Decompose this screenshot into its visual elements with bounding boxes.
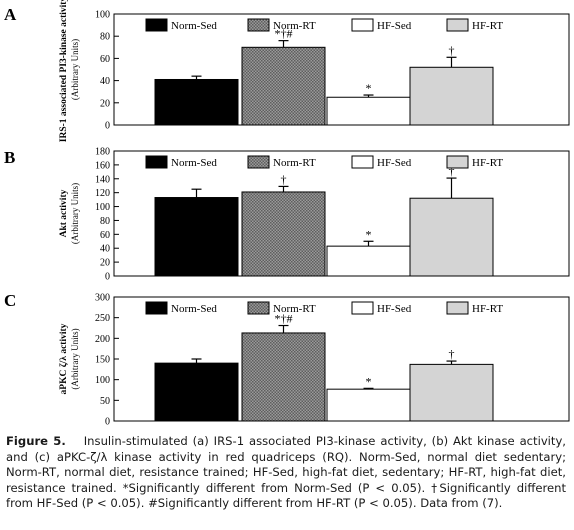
legend-swatch-hf-rt: [446, 18, 469, 32]
bar-norm-rt: [241, 191, 326, 277]
legend-label-norm-rt: Norm-RT: [273, 303, 316, 315]
bar-norm-sed: [154, 362, 239, 422]
y-tick-label: 60: [100, 230, 110, 241]
legend-label-norm-rt: Norm-RT: [273, 157, 316, 169]
bar-hf-rt: [409, 363, 494, 422]
legend-label-hf-rt: HF-RT: [472, 157, 503, 169]
legend-label-hf-rt: HF-RT: [472, 20, 503, 32]
significance-marker-hf-rt: †: [449, 164, 455, 178]
panel-letter: C: [4, 291, 16, 310]
legend-label-norm-sed: Norm-Sed: [171, 20, 217, 32]
y-tick-label: 120: [95, 188, 110, 199]
bar-hf-sed: [326, 245, 411, 277]
significance-marker-hf-sed: *: [366, 81, 372, 95]
y-tick-label: 160: [95, 160, 110, 171]
y-tick-label: 40: [100, 76, 110, 87]
legend-label-hf-sed: HF-Sed: [377, 157, 412, 169]
panel-c: C 0 50 100 150 200 250 300 aPKC ζ/λ activity (Arb…: [4, 291, 570, 428]
bar-norm-rt: [241, 46, 326, 126]
y-tick-label: 80: [100, 216, 110, 227]
y-axis-label: (Arbitrary Units): [70, 183, 80, 244]
legend-swatch-norm-sed: [145, 301, 168, 315]
y-tick-label: 150: [95, 355, 110, 366]
bar-norm-sed: [154, 197, 239, 277]
caption-text: Insulin-stimulated (a) IRS-1 associated …: [6, 434, 566, 510]
y-axis-label: (Arbitrary Units): [70, 39, 80, 100]
legend-swatch-hf-rt: [446, 301, 469, 315]
legend-label-norm-sed: Norm-Sed: [171, 303, 217, 315]
figure-canvas: A 0 20 40 60 80 100 IRS-1 associated PI3-kinase…: [4, 0, 570, 428]
legend-label-norm-sed: Norm-Sed: [171, 157, 217, 169]
legend-label-hf-sed: HF-Sed: [377, 303, 412, 315]
significance-marker-norm-rt: †: [281, 172, 287, 186]
bar-norm-sed: [154, 78, 239, 126]
legend-label-hf-sed: HF-Sed: [377, 20, 412, 32]
bar-hf-rt: [409, 197, 494, 277]
panel-a: A 0 20 40 60 80 100 IRS-1 associated PI3-kinase…: [4, 0, 570, 142]
y-tick-label: 250: [95, 313, 110, 324]
y-tick-label: 0: [105, 121, 110, 132]
y-tick-label: 50: [100, 396, 110, 407]
figure-caption: Figure 5. Insulin-stimulated (a) IRS-1 as…: [6, 434, 566, 512]
legend-swatch-norm-sed: [145, 155, 168, 169]
y-tick-label: 140: [95, 174, 110, 185]
y-tick-label: 100: [95, 375, 110, 386]
panel-b: B 0 20 40 60 80 100 120 140 160 180 Akt activity (Ar…: [4, 147, 570, 283]
bar-hf-sed: [326, 388, 411, 422]
legend-swatch-hf-rt: [446, 155, 469, 169]
legend-swatch-norm-sed: [145, 18, 168, 32]
y-tick-label: 180: [95, 147, 110, 158]
y-tick-label: 0: [105, 272, 110, 283]
significance-marker-hf-rt: †: [449, 347, 455, 361]
significance-marker-norm-rt: *†#: [275, 312, 293, 326]
legend-swatch-norm-rt: [247, 155, 270, 169]
y-tick-label: 20: [100, 98, 110, 109]
y-tick-label: 80: [100, 32, 110, 43]
y-tick-label: 300: [95, 293, 110, 304]
legend-swatch-hf-sed: [351, 155, 374, 169]
significance-marker-norm-rt: *†#: [275, 27, 293, 41]
legend-label-hf-rt: HF-RT: [472, 303, 503, 315]
caption-label: Figure 5.: [6, 434, 66, 448]
y-tick-label: 100: [95, 10, 110, 21]
y-axis-label: Akt activity: [59, 189, 69, 237]
y-axis-label: (Arbitrary Units): [70, 328, 80, 389]
panel-letter: B: [4, 148, 15, 167]
y-axis-label: aPKC ζ/λ activity: [58, 323, 69, 394]
y-tick-label: 100: [95, 202, 110, 213]
legend-swatch-hf-sed: [351, 301, 374, 315]
panel-letter: A: [4, 5, 17, 24]
significance-marker-hf-sed: *: [366, 227, 372, 241]
y-tick-label: 0: [105, 417, 110, 428]
significance-marker-hf-rt: †: [449, 43, 455, 57]
bar-norm-rt: [241, 332, 326, 422]
significance-marker-hf-sed: *: [366, 374, 372, 388]
legend-swatch-norm-rt: [247, 18, 270, 32]
legend-label-norm-rt: Norm-RT: [273, 20, 316, 32]
bar-hf-sed: [326, 96, 411, 126]
y-tick-label: 200: [95, 334, 110, 345]
y-axis-label: IRS-1 associated PI3-kinase activity: [59, 0, 69, 142]
legend-swatch-hf-sed: [351, 18, 374, 32]
y-tick-label: 60: [100, 54, 110, 65]
legend-swatch-norm-rt: [247, 301, 270, 315]
y-tick-label: 40: [100, 244, 110, 255]
bar-hf-rt: [409, 66, 494, 126]
y-tick-label: 20: [100, 258, 110, 269]
